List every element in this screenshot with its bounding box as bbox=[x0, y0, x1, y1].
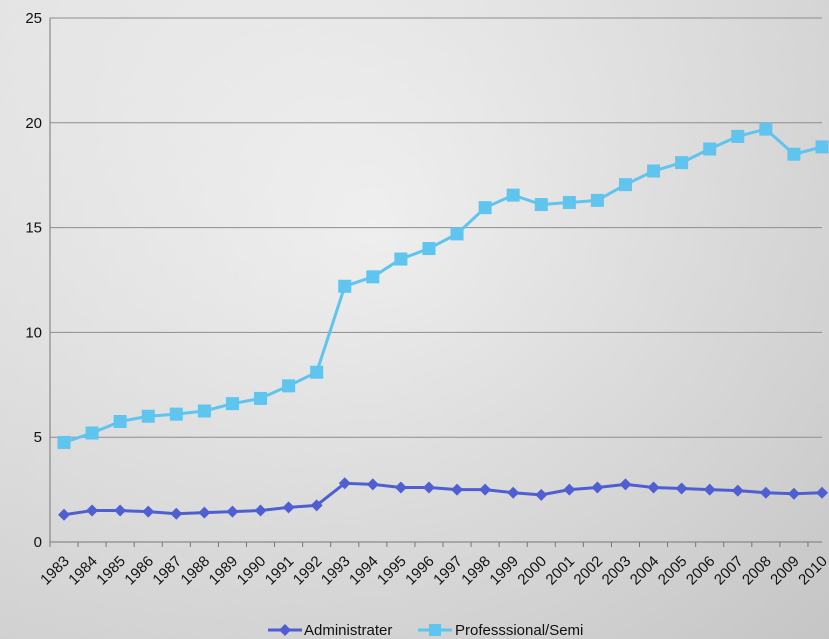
point-administrater-1991 bbox=[282, 501, 295, 514]
point-professional-2006 bbox=[703, 142, 717, 156]
point-professional-1999 bbox=[506, 188, 520, 202]
point-administrater-1983 bbox=[58, 508, 70, 521]
point-professional-2000 bbox=[534, 198, 548, 212]
legend-label-professional: Professsional/Semi bbox=[455, 622, 583, 639]
point-administrater-2005 bbox=[675, 482, 688, 495]
y-tick-label-25: 25 bbox=[25, 10, 42, 27]
point-professional-1995 bbox=[394, 252, 408, 266]
point-professional-2010 bbox=[815, 140, 829, 154]
point-administrater-2003 bbox=[619, 478, 632, 491]
point-professional-1983 bbox=[57, 435, 71, 449]
point-professional-2002 bbox=[590, 193, 604, 207]
series-line-professional bbox=[63, 127, 823, 444]
point-administrater-2010 bbox=[816, 486, 828, 499]
point-administrater-2007 bbox=[731, 484, 744, 497]
axes bbox=[49, 18, 822, 547]
point-administrater-1988 bbox=[198, 506, 211, 519]
point-professional-1986 bbox=[141, 409, 155, 423]
point-administrater-1990 bbox=[254, 504, 267, 517]
point-administrater-1987 bbox=[170, 507, 183, 520]
y-tick-labels: 0 5 10 15 20 25 bbox=[25, 10, 42, 551]
point-professional-1984 bbox=[85, 426, 99, 440]
point-administrater-1989 bbox=[226, 505, 239, 518]
y-tick-label-15: 15 bbox=[25, 220, 42, 237]
point-administrater-1999 bbox=[507, 486, 520, 499]
point-administrater-1997 bbox=[451, 483, 464, 496]
legend-marker-administrater bbox=[279, 624, 291, 636]
point-professional-1988 bbox=[197, 404, 211, 418]
point-professional-2007 bbox=[731, 129, 745, 143]
point-professional-2009 bbox=[787, 147, 801, 161]
point-administrater-1992 bbox=[310, 499, 323, 512]
series-group bbox=[57, 122, 829, 521]
point-administrater-2000 bbox=[535, 488, 548, 501]
point-professional-1998 bbox=[478, 201, 492, 215]
point-professional-2003 bbox=[618, 178, 632, 192]
point-professional-2001 bbox=[562, 195, 576, 209]
point-administrater-1984 bbox=[86, 504, 99, 517]
point-administrater-1986 bbox=[142, 505, 155, 518]
y-tick-label-20: 20 bbox=[25, 115, 42, 132]
y-tick-label-10: 10 bbox=[25, 324, 42, 341]
point-administrater-2002 bbox=[591, 481, 604, 494]
point-professional-2008 bbox=[759, 122, 773, 136]
point-administrater-1998 bbox=[479, 483, 492, 496]
legend-label-administrater: Administrater bbox=[304, 622, 392, 639]
point-professional-1987 bbox=[169, 407, 183, 421]
point-professional-1985 bbox=[113, 414, 127, 428]
series-line-administrater bbox=[63, 481, 823, 517]
point-professional-2005 bbox=[675, 156, 689, 170]
point-professional-1990 bbox=[254, 391, 268, 405]
point-administrater-1994 bbox=[366, 478, 379, 491]
point-professional-1996 bbox=[422, 242, 436, 256]
point-professional-2004 bbox=[647, 164, 661, 178]
point-administrater-1995 bbox=[394, 481, 407, 494]
point-professional-1997 bbox=[450, 227, 464, 241]
point-professional-1993 bbox=[338, 279, 352, 293]
point-administrater-2001 bbox=[563, 483, 576, 496]
gridlines bbox=[50, 17, 822, 438]
point-professional-1989 bbox=[225, 397, 239, 411]
y-tick-label-5: 5 bbox=[34, 429, 42, 446]
point-administrater-2006 bbox=[703, 483, 716, 496]
point-professional-1994 bbox=[366, 270, 380, 284]
point-administrater-2009 bbox=[787, 487, 800, 500]
legend: Administrater Professsional/Semi bbox=[268, 622, 583, 639]
point-administrater-2008 bbox=[759, 486, 772, 499]
point-administrater-1985 bbox=[114, 504, 127, 517]
point-professional-1991 bbox=[282, 379, 296, 393]
point-professional-1992 bbox=[310, 365, 324, 379]
point-administrater-1996 bbox=[422, 481, 435, 494]
point-administrater-2004 bbox=[647, 481, 660, 494]
y-tick-label-0: 0 bbox=[34, 534, 42, 551]
point-administrater-1993 bbox=[338, 477, 351, 490]
legend-marker-professional bbox=[429, 624, 441, 636]
